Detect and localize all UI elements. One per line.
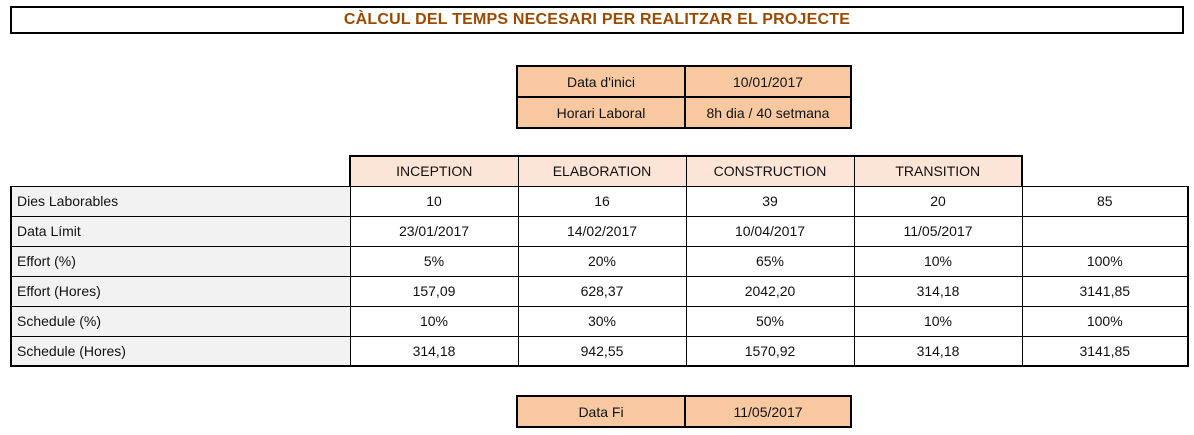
table-row: Schedule (Hores) 314,18 942,55 1570,92 3… [10, 335, 1189, 367]
table-cell[interactable]: 65% [685, 245, 855, 277]
work-hours-value[interactable]: 8h dia / 40 setmana [684, 96, 852, 129]
end-date-row: Data Fi 11/05/2017 [516, 395, 852, 428]
table-cell[interactable]: 314,18 [853, 275, 1023, 307]
start-date-row: Data d'inici 10/01/2017 [516, 65, 852, 98]
table-cell[interactable]: 39 [685, 185, 855, 217]
total-cell[interactable]: 85 [1021, 185, 1189, 217]
phase-header-transition: TRANSITION [853, 155, 1023, 187]
start-date-label: Data d'inici [516, 65, 686, 98]
row-label: Effort (Hores) [10, 275, 351, 307]
project-info-table: Data d'inici 10/01/2017 Horari Laboral 8… [516, 65, 852, 129]
end-date-table: Data Fi 11/05/2017 [516, 395, 852, 428]
row-label: Data Límit [10, 215, 351, 247]
table-cell[interactable]: 5% [349, 245, 519, 277]
work-hours-row: Horari Laboral 8h dia / 40 setmana [516, 96, 852, 129]
table-cell[interactable]: 20 [853, 185, 1023, 217]
table-cell[interactable]: 314,18 [349, 335, 519, 367]
total-cell[interactable]: 3141,85 [1021, 335, 1189, 367]
total-cell[interactable] [1021, 215, 1189, 247]
table-row: Effort (Hores) 157,09 628,37 2042,20 314… [10, 275, 1189, 307]
table-cell[interactable]: 16 [517, 185, 687, 217]
total-cell[interactable]: 100% [1021, 245, 1189, 277]
end-date-label: Data Fi [516, 395, 686, 428]
row-label: Schedule (Hores) [10, 335, 351, 367]
phase-header-construction: CONSTRUCTION [685, 155, 855, 187]
phase-header-elaboration: ELABORATION [517, 155, 687, 187]
total-cell[interactable]: 100% [1021, 305, 1189, 337]
table-cell[interactable]: 30% [517, 305, 687, 337]
row-label: Dies Laborables [10, 185, 351, 217]
table-cell[interactable]: 10% [853, 305, 1023, 337]
end-date-value[interactable]: 11/05/2017 [684, 395, 852, 428]
header-spacer-total [1022, 156, 1188, 186]
table-cell[interactable]: 314,18 [853, 335, 1023, 367]
table-cell[interactable]: 2042,20 [685, 275, 855, 307]
table-cell[interactable]: 157,09 [349, 275, 519, 307]
table-cell[interactable]: 10 [349, 185, 519, 217]
row-label: Effort (%) [10, 245, 351, 277]
table-cell[interactable]: 628,37 [517, 275, 687, 307]
header-spacer [11, 156, 350, 186]
phase-header-row: INCEPTION ELABORATION CONSTRUCTION TRANS… [11, 155, 1188, 187]
table-cell[interactable]: 14/02/2017 [517, 215, 687, 247]
table-cell[interactable]: 20% [517, 245, 687, 277]
table-cell[interactable]: 11/05/2017 [853, 215, 1023, 247]
table-cell[interactable]: 1570,92 [685, 335, 855, 367]
phases-table: INCEPTION ELABORATION CONSTRUCTION TRANS… [10, 155, 1189, 367]
table-row: Data Límit 23/01/2017 14/02/2017 10/04/2… [10, 215, 1189, 247]
table-cell[interactable]: 23/01/2017 [349, 215, 519, 247]
table-row: Dies Laborables 10 16 39 20 85 [10, 185, 1189, 217]
table-cell[interactable]: 942,55 [517, 335, 687, 367]
table-row: Effort (%) 5% 20% 65% 10% 100% [10, 245, 1189, 277]
row-label: Schedule (%) [10, 305, 351, 337]
total-cell[interactable]: 3141,85 [1021, 275, 1189, 307]
phase-header-inception: INCEPTION [349, 155, 519, 187]
work-hours-label: Horari Laboral [516, 96, 686, 129]
table-cell[interactable]: 50% [685, 305, 855, 337]
table-cell[interactable]: 10% [349, 305, 519, 337]
start-date-value[interactable]: 10/01/2017 [684, 65, 852, 98]
table-cell[interactable]: 10% [853, 245, 1023, 277]
table-cell[interactable]: 10/04/2017 [685, 215, 855, 247]
table-row: Schedule (%) 10% 30% 50% 10% 100% [10, 305, 1189, 337]
page-title: CÀLCUL DEL TEMPS NECESARI PER REALITZAR … [10, 6, 1184, 34]
